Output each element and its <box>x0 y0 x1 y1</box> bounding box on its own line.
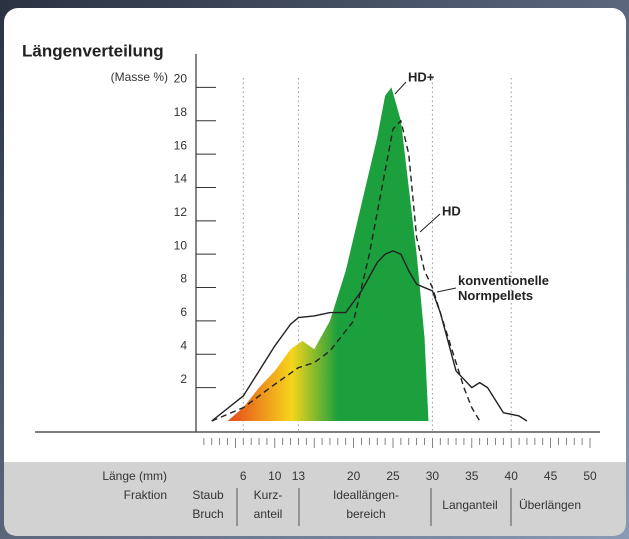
x-tick-label: 30 <box>426 469 440 483</box>
fraction-label: Überlängen <box>519 498 581 512</box>
x-tick-label: 25 <box>386 469 400 483</box>
fraction-label: Ideallängen- <box>333 488 399 502</box>
y-tick-label: 12 <box>174 205 188 219</box>
y-tick-label: 14 <box>174 172 188 186</box>
panel <box>4 8 626 536</box>
fraction-label: anteil <box>254 507 283 521</box>
y-tick-label: 20 <box>174 72 188 86</box>
x-tick-label: 10 <box>268 469 282 483</box>
y-tick-label: 10 <box>174 238 188 252</box>
x-tick-label: 13 <box>292 469 306 483</box>
series-label: HD <box>442 203 461 218</box>
y-tick-label: 2 <box>180 372 187 386</box>
chart: Längenverteilung (Masse %) Länge (mm) Fr… <box>0 0 629 539</box>
fraction-label: Bruch <box>192 507 223 521</box>
page: Längenverteilung (Masse %) Länge (mm) Fr… <box>0 0 629 539</box>
x-tick-label: 45 <box>544 469 558 483</box>
y-tick-label: 8 <box>180 272 187 286</box>
x-tick-label: 35 <box>465 469 479 483</box>
x-tick-label: 6 <box>240 469 247 483</box>
y-axis-label: (Masse %) <box>111 70 168 84</box>
y-tick-label: 16 <box>174 138 188 152</box>
fraction-label: Fraktion <box>124 488 167 502</box>
x-axis-label: Länge (mm) <box>102 469 167 483</box>
fraction-label: bereich <box>346 507 385 521</box>
y-tick-label: 18 <box>174 105 188 119</box>
fraction-label: Langanteil <box>442 498 497 512</box>
y-tick-label: 6 <box>180 305 187 319</box>
x-tick-label: 20 <box>347 469 361 483</box>
series-label: HD+ <box>408 69 435 84</box>
fraction-label: Staub <box>192 488 224 502</box>
x-tick-label: 50 <box>583 469 597 483</box>
y-tick-label: 4 <box>180 338 187 352</box>
chart-title: Längenverteilung <box>22 41 164 60</box>
fraction-label: Kurz- <box>254 488 283 502</box>
x-tick-label: 40 <box>505 469 519 483</box>
